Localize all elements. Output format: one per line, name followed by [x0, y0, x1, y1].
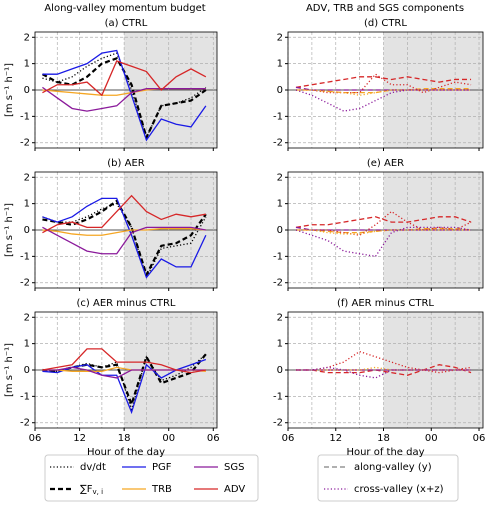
y-tick-label: 2: [277, 312, 283, 323]
y-tick-label: -2: [273, 278, 283, 289]
plot-frame: [287, 171, 484, 289]
y-tick-label: 1: [277, 59, 283, 70]
legend-label: TRB: [151, 484, 172, 495]
series-line: [42, 348, 206, 374]
plot-frame: [34, 311, 218, 429]
y-tick-label: 2: [24, 172, 30, 183]
plot-frame: [34, 171, 218, 289]
x-tick-label: 06: [282, 433, 295, 444]
y-tick-label: 0: [277, 365, 283, 376]
x-tick-label: 00: [425, 433, 438, 444]
plot-frame: [287, 31, 484, 149]
legend-label: PGF: [152, 462, 172, 473]
plot-frame: [34, 31, 218, 149]
x-axis-label: Hour of the day: [87, 447, 165, 458]
y-tick-label: 0: [24, 225, 30, 236]
y-tick-label: 1: [24, 339, 30, 350]
series-line: [295, 229, 472, 235]
x-tick-label: 06: [473, 433, 486, 444]
y-tick-label: 0: [277, 225, 283, 236]
y-tick-label: 1: [24, 59, 30, 70]
y-tick-label: -1: [20, 251, 30, 262]
y-tick-label: 1: [277, 339, 283, 350]
y-tick-label: 2: [277, 172, 283, 183]
y-tick-label: -1: [273, 251, 283, 262]
y-tick-label: -2: [273, 418, 283, 429]
legend-name: ADV: [224, 484, 245, 495]
y-axis-label: [m s⁻¹ h⁻¹]: [4, 343, 15, 397]
series-line: [42, 226, 206, 255]
y-tick-label: 1: [24, 199, 30, 210]
x-tick-label: 18: [118, 433, 131, 444]
series-line: [295, 228, 472, 234]
panel-title: (f) AER minus CTRL: [337, 298, 434, 309]
series-line: [295, 216, 472, 229]
series-line: [42, 197, 207, 279]
series-line: [295, 76, 472, 89]
legend-label: along-valley (y): [354, 462, 432, 473]
y-tick-label: -2: [20, 138, 30, 149]
legend-name: TRB: [151, 484, 172, 495]
x-tick-label: 18: [377, 433, 390, 444]
panel-title: (d) CTRL: [364, 18, 407, 29]
series-line: [295, 364, 472, 376]
panel-title: (c) AER minus CTRL: [77, 298, 176, 309]
legend-name: SGS: [224, 462, 244, 473]
y-tick-label: -2: [20, 418, 30, 429]
series-line: [42, 199, 207, 278]
legend-label: dv/dt: [80, 462, 106, 473]
y-axis-label: [m s⁻¹ h⁻¹]: [4, 203, 15, 257]
series-line: [295, 350, 472, 374]
y-tick-label: -2: [20, 278, 30, 289]
x-tick-label: 06: [207, 433, 220, 444]
legend-label: cross-valley (x+z): [354, 484, 444, 495]
series-line: [295, 89, 472, 96]
y-tick-label: 0: [277, 85, 283, 96]
series-line: [42, 194, 206, 234]
series-line: [295, 88, 472, 94]
y-tick-label: 0: [24, 85, 30, 96]
legend-label: SGS: [224, 462, 244, 473]
x-tick-label: 12: [73, 433, 86, 444]
x-tick-label: 00: [162, 433, 175, 444]
series-line: [42, 228, 206, 236]
plot-frame: [287, 311, 484, 429]
legend-name: PGF: [152, 462, 172, 473]
y-tick-label: -1: [20, 391, 30, 402]
series-line: [42, 49, 207, 142]
y-tick-label: 2: [24, 312, 30, 323]
series-line: [295, 366, 472, 371]
panel-title: (a) CTRL: [105, 18, 148, 29]
series-line: [42, 86, 206, 112]
x-tick-label: 06: [29, 433, 42, 444]
x-tick-label: 12: [329, 433, 342, 444]
x-axis-label: Hour of the day: [346, 447, 424, 458]
y-tick-label: 0: [24, 365, 30, 376]
series-line: [295, 226, 472, 258]
legend-label: ADV: [224, 484, 245, 495]
panel-title: (e) AER: [367, 158, 404, 169]
panel-title: (b) AER: [107, 158, 144, 169]
legend-label: ∑Fv, i: [80, 484, 103, 496]
y-tick-label: 2: [24, 32, 30, 43]
y-tick-label: -2: [273, 138, 283, 149]
legend-subscript: v, i: [93, 488, 104, 496]
y-tick-label: 2: [277, 32, 283, 43]
column-header: ADV, TRB and SGS components: [306, 3, 464, 14]
series-line: [295, 89, 472, 112]
y-axis-label: [m s⁻¹ h⁻¹]: [4, 63, 15, 117]
series-line: [295, 73, 472, 94]
legend-box: [317, 454, 459, 502]
column-header: Along-valley momentum budget: [44, 3, 205, 14]
legend-name: ∑F: [80, 484, 93, 495]
y-tick-label: -1: [273, 111, 283, 122]
series-line: [42, 60, 207, 97]
y-tick-label: -1: [273, 391, 283, 402]
legend-name: dv/dt: [80, 462, 106, 473]
y-tick-label: -1: [20, 111, 30, 122]
y-tick-label: 1: [277, 199, 283, 210]
